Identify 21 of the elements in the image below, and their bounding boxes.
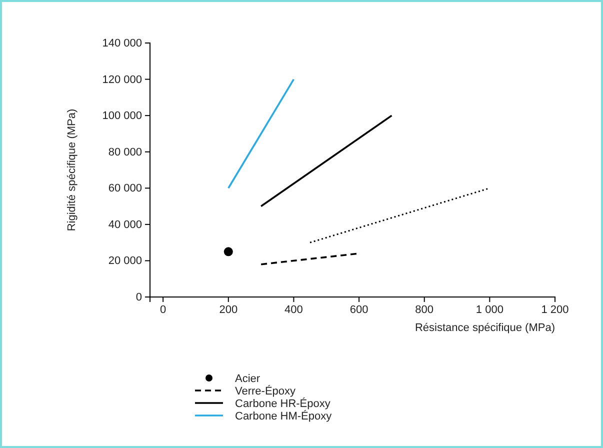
y-tick-label: 60 000 [108,182,142,195]
x-tick-label: 600 [350,304,368,316]
y-tick-label: 120 000 [102,74,142,86]
y-tick-label: 80 000 [108,146,142,158]
x-tick-label: 200 [219,304,238,316]
y-tick-label: 100 000 [102,110,142,122]
x-tick-label: 400 [284,304,303,316]
x-tick-label: 1 200 [541,304,569,316]
x-axis-title: Résistance spécifique (MPa) [414,322,555,334]
y-tick-label: 40 000 [108,218,142,231]
legend-label: Acier [235,373,260,385]
y-tick-label: 20 000 [108,255,142,268]
y-axis-title: Rigidité spécifique (MPa) [66,108,78,232]
legend-label: Carbone HM-Époxy [235,410,332,422]
y-tick-label: 0 [136,292,142,304]
legend-label: Carbone HR-Époxy [235,397,331,410]
x-tick-label: 800 [415,304,434,316]
legend-label: Verre-Époxy [235,384,296,398]
x-tick-label: 0 [160,304,166,316]
x-tick-label: 1 000 [476,304,504,316]
y-tick-label: 140 000 [102,38,142,50]
